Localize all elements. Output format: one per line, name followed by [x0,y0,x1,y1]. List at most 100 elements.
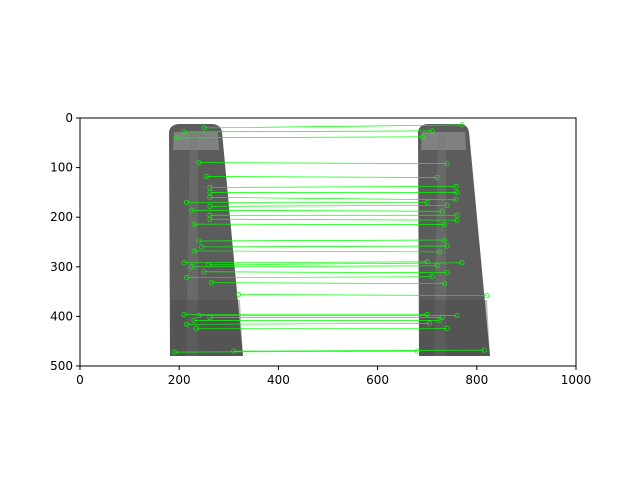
y-tick-label: 500 [50,359,73,373]
keypoint-marker [184,199,190,205]
keypoint-marker [231,348,237,354]
keypoint-marker [434,174,440,181]
match-line [201,245,448,248]
keypoint-marker [207,203,213,209]
left-bottle-image [169,124,243,356]
keypoint-marker [189,207,195,213]
x-axis: 0 200 400 600 800 1000 [76,366,591,387]
keypoint-marker [424,259,430,265]
y-tick-label: 200 [50,210,73,224]
match-line [184,130,433,133]
keypoint-marker [459,260,465,266]
keypoint-marker [207,314,213,320]
keypoint-marker [191,221,197,227]
keypoint-marker [453,183,459,189]
keypoint-marker [429,274,435,280]
keypoint-marker [454,212,460,218]
keypoint-marker [191,248,197,254]
keypoint-marker [437,249,443,255]
x-tick-label: 800 [465,373,488,387]
y-tick-label: 0 [65,111,73,125]
x-tick-label: 0 [76,373,84,387]
x-tick-label: 200 [168,373,191,387]
keypoint-marker [414,348,420,354]
keypoint-marker [196,238,202,244]
match-line [233,349,485,352]
match-line [206,176,438,178]
keypoint-marker [191,317,197,323]
keypoint-marker [203,173,210,180]
keypoint-marker [444,270,450,276]
y-tick-label: 300 [50,260,73,274]
match-line [191,209,443,212]
match-line [176,136,423,139]
plot-area: 0 200 400 600 800 1000 0 100 200 300 400 500 [50,111,591,387]
keypoint-marker [439,208,445,214]
image-background [80,118,576,366]
keypoint-marker [207,194,213,200]
keypoint-marker [184,321,190,327]
keypoint-marker [453,197,459,203]
keypoint-marker [427,320,433,326]
match-line [203,124,462,129]
keypoint-marker [419,134,425,140]
keypoint-marker [454,189,460,195]
keypoint-marker [207,184,213,190]
keypoint-marker [459,122,465,128]
keypoint-marker [424,199,430,205]
match-line [199,239,445,242]
match-line [209,197,456,201]
keypoint-marker [196,312,202,318]
x-tick-label: 400 [267,373,290,387]
keypoint-marker [444,202,450,208]
keypoint-marker [442,281,448,287]
match-line [238,294,487,296]
keypoint-marker [442,237,448,243]
match-line [209,186,456,188]
match-line [199,162,448,164]
feature-matches [171,122,490,355]
keypoint-marker [437,317,443,323]
keypoint-marker [181,129,187,135]
keypoint-marker [208,280,214,286]
keypoint-marker [184,275,190,281]
keypoint-marker [429,128,435,134]
keypoint-marker [207,212,213,218]
keypoint-marker [207,216,213,222]
keypoint-marker [201,125,207,131]
keypoint-marker [181,311,187,317]
keypoint-marker [481,347,487,353]
match-line [211,282,445,285]
keypoint-marker [207,189,213,195]
keypoint-marker [189,264,195,270]
x-tick-label: 600 [366,373,389,387]
axes-frame [79,117,577,367]
right-bottle-image [418,124,490,356]
match-line [203,271,448,274]
keypoint-marker [236,292,242,298]
keypoint-marker [439,314,445,320]
keypoint-marker [198,244,205,250]
match-line [174,350,418,353]
keypoint-marker [181,260,187,266]
keypoint-marker [424,311,430,317]
keypoint-marker [442,222,448,228]
keypoint-marker [174,135,180,141]
match-line [208,262,462,266]
match-line [209,218,457,221]
keypoint-marker [171,349,177,355]
keypoint-marker [444,325,450,331]
keypoint-marker [454,217,460,223]
match-line [184,261,428,264]
keypoint-marker [484,293,490,299]
keypoint-marker [444,161,450,167]
match-line [186,322,430,325]
match-line [209,204,448,207]
keypoint-marker [194,325,200,331]
y-tick-label: 100 [50,161,73,175]
match-line [186,276,433,279]
match-line [191,265,438,268]
match-line [194,250,440,253]
keypoint-marker [434,263,440,269]
